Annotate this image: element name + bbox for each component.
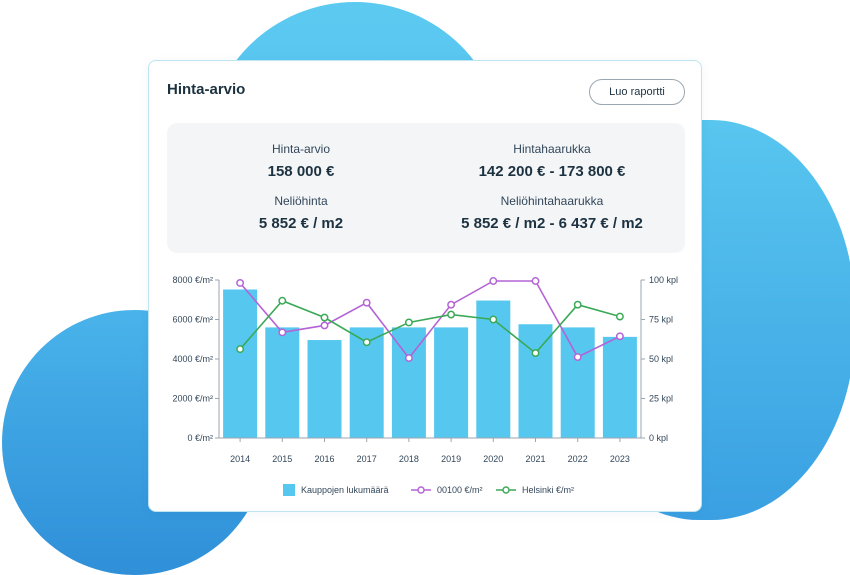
stat-price: Hinta-arvio 158 000 €: [201, 142, 401, 180]
x-tick-label-2019: 2019: [441, 454, 461, 464]
x-tick-label-2023: 2023: [610, 454, 630, 464]
stat-sqm-price-label: Neliöhinta: [274, 194, 328, 208]
legend-swatch-bars: [283, 484, 295, 496]
point-series-0-2015: [278, 328, 287, 337]
y-left-tick-label: 2000 €/m²: [172, 394, 213, 404]
stat-price-range-label: Hintahaarukka: [513, 142, 591, 156]
point-series-1-2017: [362, 338, 371, 347]
bar-2018: [391, 327, 426, 438]
point-series-0-2023: [615, 332, 624, 341]
y-right-tick-label: 50 kpl: [649, 354, 673, 364]
x-tick-label-2014: 2014: [230, 454, 250, 464]
y-left-tick-label: 8000 €/m²: [172, 275, 213, 285]
price-history-chart: 0 €/m² 2000 €/m² 4000 €/m² 6000 €/m² 8000 €/…: [172, 275, 678, 496]
create-report-button[interactable]: Luo raportti: [589, 79, 685, 105]
point-series-0-2018: [404, 354, 413, 362]
bar-2023: [602, 336, 637, 438]
stat-sqm-price-value: 5 852 € / m2: [258, 215, 344, 232]
legend-marker-1: [417, 486, 425, 494]
point-series-1-2014: [236, 345, 245, 354]
stats-panel: Hinta-arvio 158 000 € Hintahaarukka 142 …: [167, 123, 685, 253]
bar-2022: [560, 327, 595, 438]
point-series-1-2015: [278, 296, 287, 305]
point-series-1-2021: [531, 349, 540, 358]
y-left-tick-label: 4000 €/m²: [172, 354, 213, 364]
point-series-1-2019: [447, 310, 456, 319]
bar-2019: [434, 327, 469, 438]
x-tick-label-2016: 2016: [314, 454, 334, 464]
price-estimate-card: Hinta-arvio Luo raportti Hinta-arvio 158…: [148, 60, 702, 512]
x-tick-label-2021: 2021: [525, 454, 545, 464]
point-series-0-2016: [320, 321, 329, 330]
point-series-0-2020: [489, 277, 498, 285]
x-tick-label-2020: 2020: [483, 454, 503, 464]
y-right-tick-label: 0 kpl: [649, 433, 668, 443]
x-tick-label-2015: 2015: [272, 454, 292, 464]
legend-label-2: Helsinki €/m²: [522, 485, 574, 495]
y-right-tick-label: 100 kpl: [649, 275, 678, 285]
stat-price-label: Hinta-arvio: [271, 142, 331, 156]
bar-2021: [518, 324, 553, 438]
stat-price-range: Hintahaarukka 142 200 € - 173 800 €: [437, 142, 667, 180]
x-tick-label-2018: 2018: [399, 454, 419, 464]
stat-sqm-range-label: Neliöhintahaarukka: [500, 194, 604, 208]
stat-price-value: 158 000 €: [267, 163, 335, 180]
x-tick-label-2022: 2022: [568, 454, 588, 464]
stat-sqm-range-value: 5 852 € / m2 - 6 437 € / m2: [461, 215, 643, 232]
card-title: Hinta-arvio: [167, 81, 246, 98]
point-series-1-2023: [615, 312, 624, 321]
line-series-0: [239, 280, 621, 360]
legend-marker-2: [502, 486, 510, 494]
bar-2015: [265, 327, 300, 438]
stat-sqm-price: Neliöhinta 5 852 € / m2: [201, 194, 401, 232]
point-series-0-2021: [531, 277, 540, 285]
point-series-0-2019: [447, 300, 456, 309]
x-tick-label-2017: 2017: [357, 454, 377, 464]
point-series-1-2016: [320, 313, 329, 322]
line-series-1: [239, 299, 621, 355]
point-series-0-2014: [236, 279, 245, 287]
stat-sqm-range: Neliöhintahaarukka 5 852 € / m2 - 6 437 …: [437, 194, 667, 232]
point-series-0-2022: [573, 353, 582, 361]
bar-2016: [307, 340, 342, 438]
point-series-1-2018: [404, 318, 413, 327]
bar-2014: [223, 289, 258, 438]
y-right-tick-label: 75 kpl: [649, 315, 673, 325]
point-series-1-2022: [573, 300, 582, 309]
y-left-tick-label: 0 €/m²: [187, 433, 213, 443]
legend-label-bars: Kauppojen lukumäärä: [301, 485, 389, 495]
point-series-0-2017: [362, 298, 371, 307]
stat-price-range-value: 142 200 € - 173 800 €: [478, 163, 626, 180]
y-left-tick-label: 6000 €/m²: [172, 315, 213, 325]
y-right-tick-label: 25 kpl: [649, 394, 673, 404]
point-series-1-2020: [489, 315, 498, 324]
legend-label-1: 00100 €/m²: [437, 485, 483, 495]
